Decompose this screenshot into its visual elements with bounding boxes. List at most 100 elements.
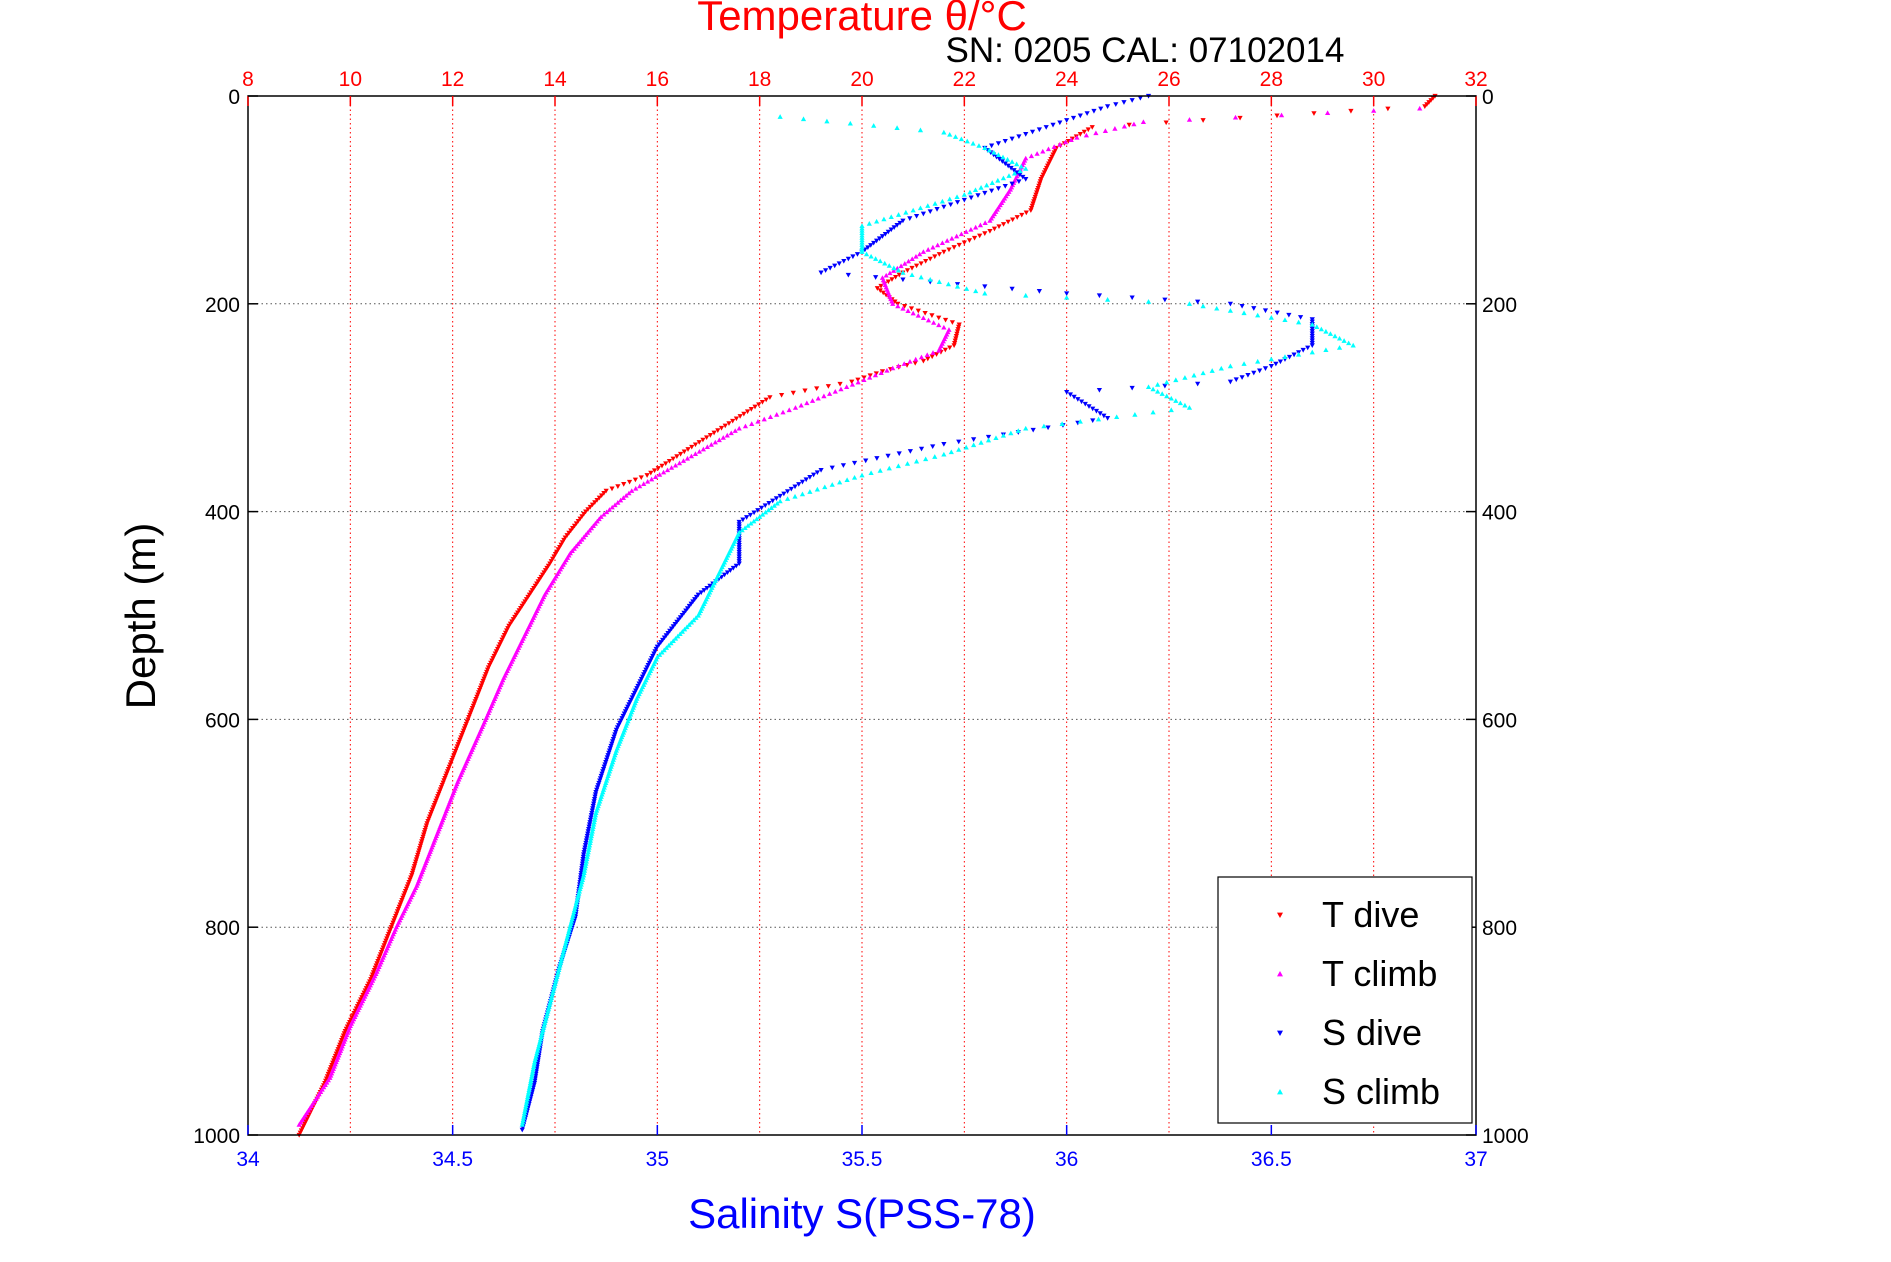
data-point <box>768 505 774 510</box>
data-point <box>524 1096 530 1102</box>
top-axis-tick-label: 12 <box>441 68 464 91</box>
data-point <box>552 981 558 986</box>
data-point <box>1186 301 1193 306</box>
data-point <box>1385 106 1391 112</box>
data-point <box>792 493 798 499</box>
data-point <box>1014 215 1020 220</box>
data-point <box>1059 421 1065 426</box>
data-point <box>741 411 747 417</box>
data-point <box>521 1112 527 1118</box>
data-point <box>1209 368 1215 373</box>
data-point <box>784 496 791 501</box>
data-point <box>878 283 884 289</box>
data-point <box>1085 127 1091 133</box>
data-point <box>1126 122 1132 128</box>
data-point <box>1309 331 1315 337</box>
data-point <box>1274 310 1280 316</box>
data-point <box>954 194 960 200</box>
data-point <box>977 233 983 239</box>
data-point <box>872 372 879 378</box>
data-point <box>722 423 728 429</box>
data-point <box>907 216 913 221</box>
data-point <box>890 301 896 306</box>
data-point <box>562 535 568 541</box>
data-point <box>522 1108 528 1113</box>
data-point <box>561 946 567 952</box>
data-point <box>1064 118 1070 123</box>
data-point <box>570 911 576 917</box>
data-point <box>956 439 962 445</box>
data-point <box>1341 338 1347 343</box>
data-point <box>780 409 786 415</box>
data-point <box>736 425 742 431</box>
data-point <box>1255 312 1261 318</box>
data-point <box>751 518 757 524</box>
data-point <box>617 497 624 503</box>
data-point <box>296 1122 302 1127</box>
data-point <box>1105 416 1111 421</box>
data-point <box>913 213 920 219</box>
data-point <box>941 441 947 447</box>
data-point <box>1064 291 1070 297</box>
data-point <box>885 453 891 459</box>
data-point <box>917 251 923 257</box>
data-point <box>1030 427 1036 433</box>
data-point <box>1245 372 1251 378</box>
data-point <box>730 565 736 571</box>
data-point <box>1186 117 1193 122</box>
data-point <box>663 645 670 650</box>
data-point <box>1017 168 1023 174</box>
data-point <box>927 256 933 262</box>
data-point <box>949 320 955 325</box>
data-point <box>904 461 911 466</box>
axes: 8 10 12 14 16 18 20 22 24 26 28 30 32 34 34.5 35 35.5 36 3… <box>193 68 1528 1171</box>
data-point <box>855 377 861 383</box>
data-point <box>1000 222 1007 227</box>
data-point <box>727 568 734 573</box>
data-point <box>573 902 579 908</box>
data-point <box>692 451 699 456</box>
data-point <box>807 475 813 480</box>
data-point <box>907 358 913 364</box>
data-point <box>898 263 904 269</box>
data-point <box>583 858 589 864</box>
data-point <box>902 304 908 309</box>
data-point <box>954 233 960 239</box>
series-s-dive <box>519 93 1315 1133</box>
data-point <box>829 482 835 487</box>
data-point <box>556 967 562 972</box>
data-point <box>733 563 739 569</box>
data-point <box>633 485 639 491</box>
data-point <box>567 923 573 929</box>
data-point <box>1346 340 1352 346</box>
data-point <box>1020 174 1026 180</box>
data-point <box>645 478 651 484</box>
data-point <box>881 216 887 222</box>
data-point <box>1131 121 1137 127</box>
data-point <box>526 1085 533 1090</box>
data-point <box>927 276 933 282</box>
data-point <box>909 272 915 278</box>
data-point <box>581 872 587 878</box>
data-point <box>958 231 965 237</box>
data-point <box>941 129 947 135</box>
data-point <box>536 1043 542 1049</box>
data-point <box>1227 301 1233 307</box>
data-point <box>1045 425 1051 431</box>
data-point <box>571 909 577 915</box>
data-point <box>609 486 615 492</box>
data-point <box>755 508 761 513</box>
data-point <box>648 470 654 476</box>
data-point <box>995 186 1002 191</box>
data-point <box>931 320 937 325</box>
right-axis-tick-label: 400 <box>1482 502 1517 525</box>
top-axis-tick-label: 20 <box>850 68 873 91</box>
data-point <box>909 256 915 262</box>
data-point <box>526 1087 532 1093</box>
series-s-climb <box>519 114 1356 1127</box>
data-point <box>824 118 830 124</box>
data-point <box>936 315 942 321</box>
data-point <box>1036 289 1042 294</box>
data-point <box>1262 308 1269 314</box>
data-point <box>552 552 559 557</box>
